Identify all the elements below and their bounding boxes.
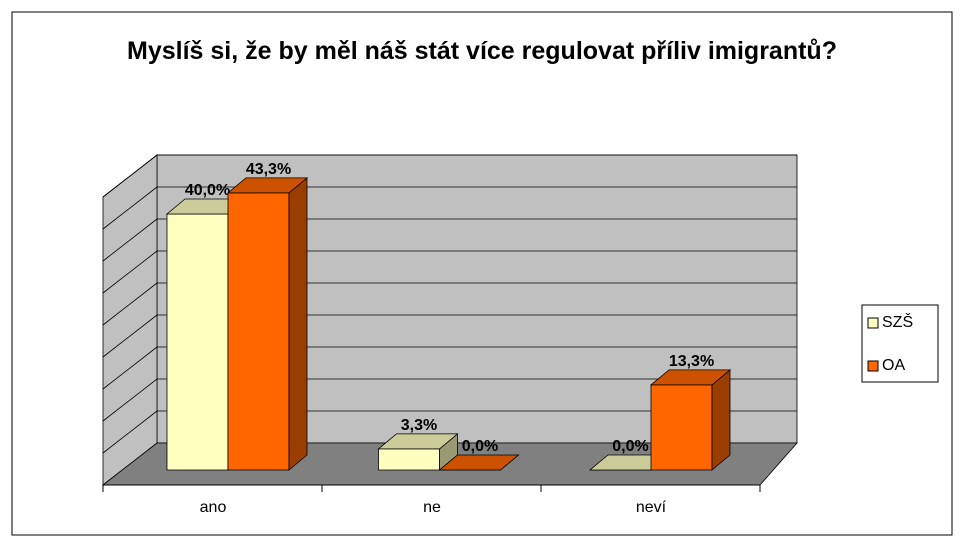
grid-line [102, 154, 797, 198]
x-tick-label: ne [423, 499, 441, 516]
grid-line-side [102, 410, 158, 454]
grid-line-side [102, 250, 158, 294]
data-label: 13,3% [669, 353, 714, 370]
legend-label: OA [882, 357, 905, 374]
grid-line-side [102, 154, 158, 198]
side-wall [102, 154, 158, 486]
bar-front [378, 448, 440, 471]
grid-line-side [102, 186, 158, 230]
grid-line-side [102, 346, 158, 390]
bar-front [227, 192, 290, 471]
data-label: 3,3% [401, 417, 437, 434]
bar-top [377, 433, 459, 450]
bar [438, 454, 520, 471]
grid-line-side [102, 282, 158, 326]
bar [377, 433, 459, 471]
bar-front [166, 213, 229, 471]
grid-line-side [102, 378, 158, 422]
data-label: 0,0% [462, 438, 498, 455]
data-label: 0,0% [612, 438, 648, 455]
legend-swatch [867, 317, 879, 329]
data-label: 40,0% [185, 182, 230, 199]
x-tick-label: neví [636, 499, 667, 516]
legend-label: SZŠ [882, 312, 913, 331]
bar-top [226, 177, 309, 194]
x-tick-label: ano [200, 499, 227, 516]
chart-title: Myslíš si, že by měl náš stát více regul… [127, 37, 837, 65]
grid-line-side [102, 218, 158, 262]
bar [226, 177, 309, 471]
bar-top [649, 369, 732, 386]
bar-side [288, 177, 308, 471]
bar-side [711, 369, 731, 471]
legend-swatch [867, 360, 879, 372]
bar-top [438, 454, 520, 471]
bar [649, 369, 732, 471]
data-label: 43,3% [246, 161, 291, 178]
grid-line-side [102, 314, 158, 358]
bar-front [650, 384, 713, 471]
